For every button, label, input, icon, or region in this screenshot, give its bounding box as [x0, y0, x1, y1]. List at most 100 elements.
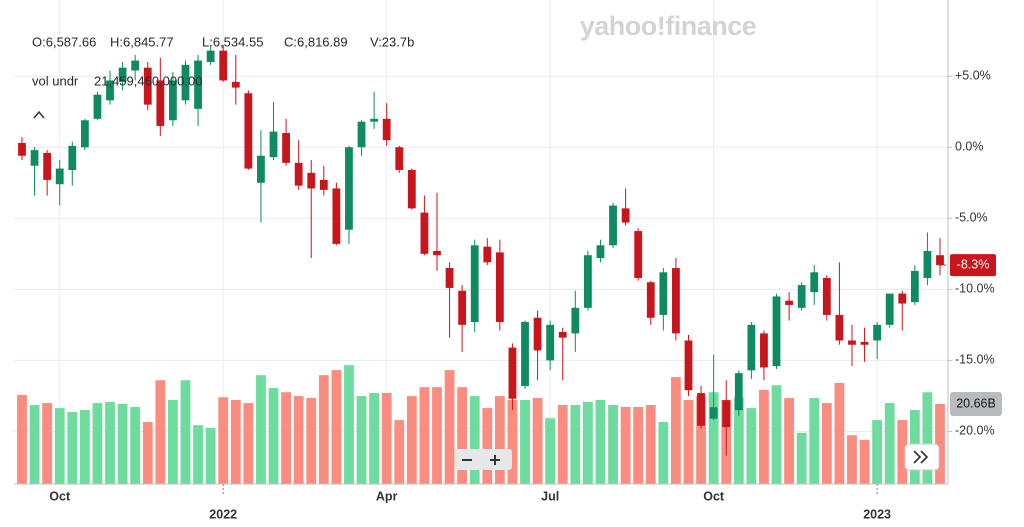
volume-bar [105, 401, 115, 484]
candle-body [822, 277, 831, 315]
candle-body [357, 121, 366, 148]
zoom-panel [455, 449, 512, 470]
candle-body [734, 373, 743, 411]
volume-bar [620, 406, 631, 484]
collapse-button[interactable] [33, 110, 45, 119]
volume-bar [230, 399, 241, 484]
y-tick-label: +5.0% [955, 68, 991, 82]
y-tick-label: 0.0% [955, 140, 984, 154]
volume-bar [281, 392, 291, 484]
candle-body [684, 340, 693, 391]
volume-bar [771, 385, 782, 484]
volume-bar [205, 427, 216, 484]
candle-body [848, 340, 856, 345]
candle-body [634, 231, 643, 278]
candle-body [282, 133, 290, 163]
candle-body [646, 282, 655, 318]
candle-body [269, 131, 278, 158]
candle-body [131, 60, 140, 71]
candle-body [533, 317, 542, 351]
candle-body [785, 300, 793, 305]
x-axis: Oct 2022 Apr Jul Oct 2023 [49, 484, 891, 521]
candle-body [294, 162, 303, 186]
readout-item: L:6,534.55 [202, 34, 263, 49]
volume-bar [922, 392, 933, 484]
candle-body [319, 179, 328, 190]
candle-body [55, 168, 64, 185]
volume-bar [935, 403, 945, 484]
candle-body [169, 80, 177, 121]
candle-body [143, 67, 152, 105]
x-tick-label: Oct [49, 489, 71, 503]
volume-bar [381, 392, 392, 484]
x-tick-label: Apr [376, 489, 398, 503]
candle-body [420, 212, 429, 254]
volume-tag-box [950, 391, 1002, 416]
zoom-controls [455, 449, 512, 470]
scroll-end-button[interactable] [904, 443, 940, 471]
y-tick-label: -10.0% [955, 282, 995, 296]
scroll-end-icon [913, 450, 929, 464]
volume-bar [54, 408, 65, 484]
price-tag-box [950, 254, 996, 277]
volume-bar [92, 403, 103, 484]
candle-body [30, 150, 39, 166]
candle-layer [18, 44, 944, 456]
candle-body [43, 152, 52, 180]
candle-body [118, 67, 127, 82]
volume-bar [859, 439, 870, 484]
volume-bar [331, 370, 342, 484]
candle-body [458, 290, 467, 325]
candle-body [910, 270, 919, 303]
candle-body [382, 118, 391, 141]
x-tick-label: Oct [703, 489, 725, 503]
volume-bar [482, 408, 493, 484]
candle-body [571, 307, 580, 334]
x-tick-label: Jul [541, 489, 559, 503]
volume-bar [444, 370, 455, 484]
volume-bar [834, 382, 845, 484]
candle-body [697, 393, 705, 426]
volume-bar [809, 398, 820, 484]
candle-body [231, 81, 240, 88]
volume-bar [419, 387, 430, 484]
volume-bar [733, 397, 744, 484]
candle-body [257, 155, 265, 183]
candle-body [332, 188, 341, 244]
candle-body [583, 255, 592, 308]
volume-bar [42, 403, 53, 484]
candle-body [772, 296, 781, 367]
tags: -8.3% 20.66B [940, 254, 1002, 416]
volume-bar [180, 380, 191, 484]
zoom-in[interactable] [490, 455, 500, 465]
candle-body [860, 341, 869, 345]
candle-body [445, 268, 454, 288]
volume-bar [218, 397, 229, 484]
volume-bar [293, 396, 304, 484]
candle-body [621, 208, 630, 223]
readout-item: V:23.7b [370, 34, 414, 49]
volume-bar [318, 375, 329, 484]
x-year-label: 2023 [863, 507, 891, 521]
volume-bar [847, 435, 857, 484]
y-tick-label: -20.0% [955, 424, 995, 438]
volume-bar [469, 396, 480, 484]
price-tag: -8.3% [957, 257, 990, 271]
candle-body [546, 324, 555, 361]
volume-bar [582, 401, 593, 484]
volume-bar [708, 392, 719, 484]
volume-bar [306, 398, 317, 484]
candle-body [93, 94, 102, 119]
volume-bar [167, 399, 178, 484]
candle-body [709, 407, 718, 419]
candle-body [470, 245, 479, 323]
volume-bar [683, 399, 694, 484]
candle-body [609, 205, 617, 246]
indicator-value: 21,459,460,000.00 [94, 73, 202, 88]
volume-bar [796, 432, 807, 484]
volume-bar [356, 396, 367, 484]
candle-body [797, 285, 806, 308]
volume-bar [897, 420, 908, 484]
volume-bar [256, 375, 266, 484]
